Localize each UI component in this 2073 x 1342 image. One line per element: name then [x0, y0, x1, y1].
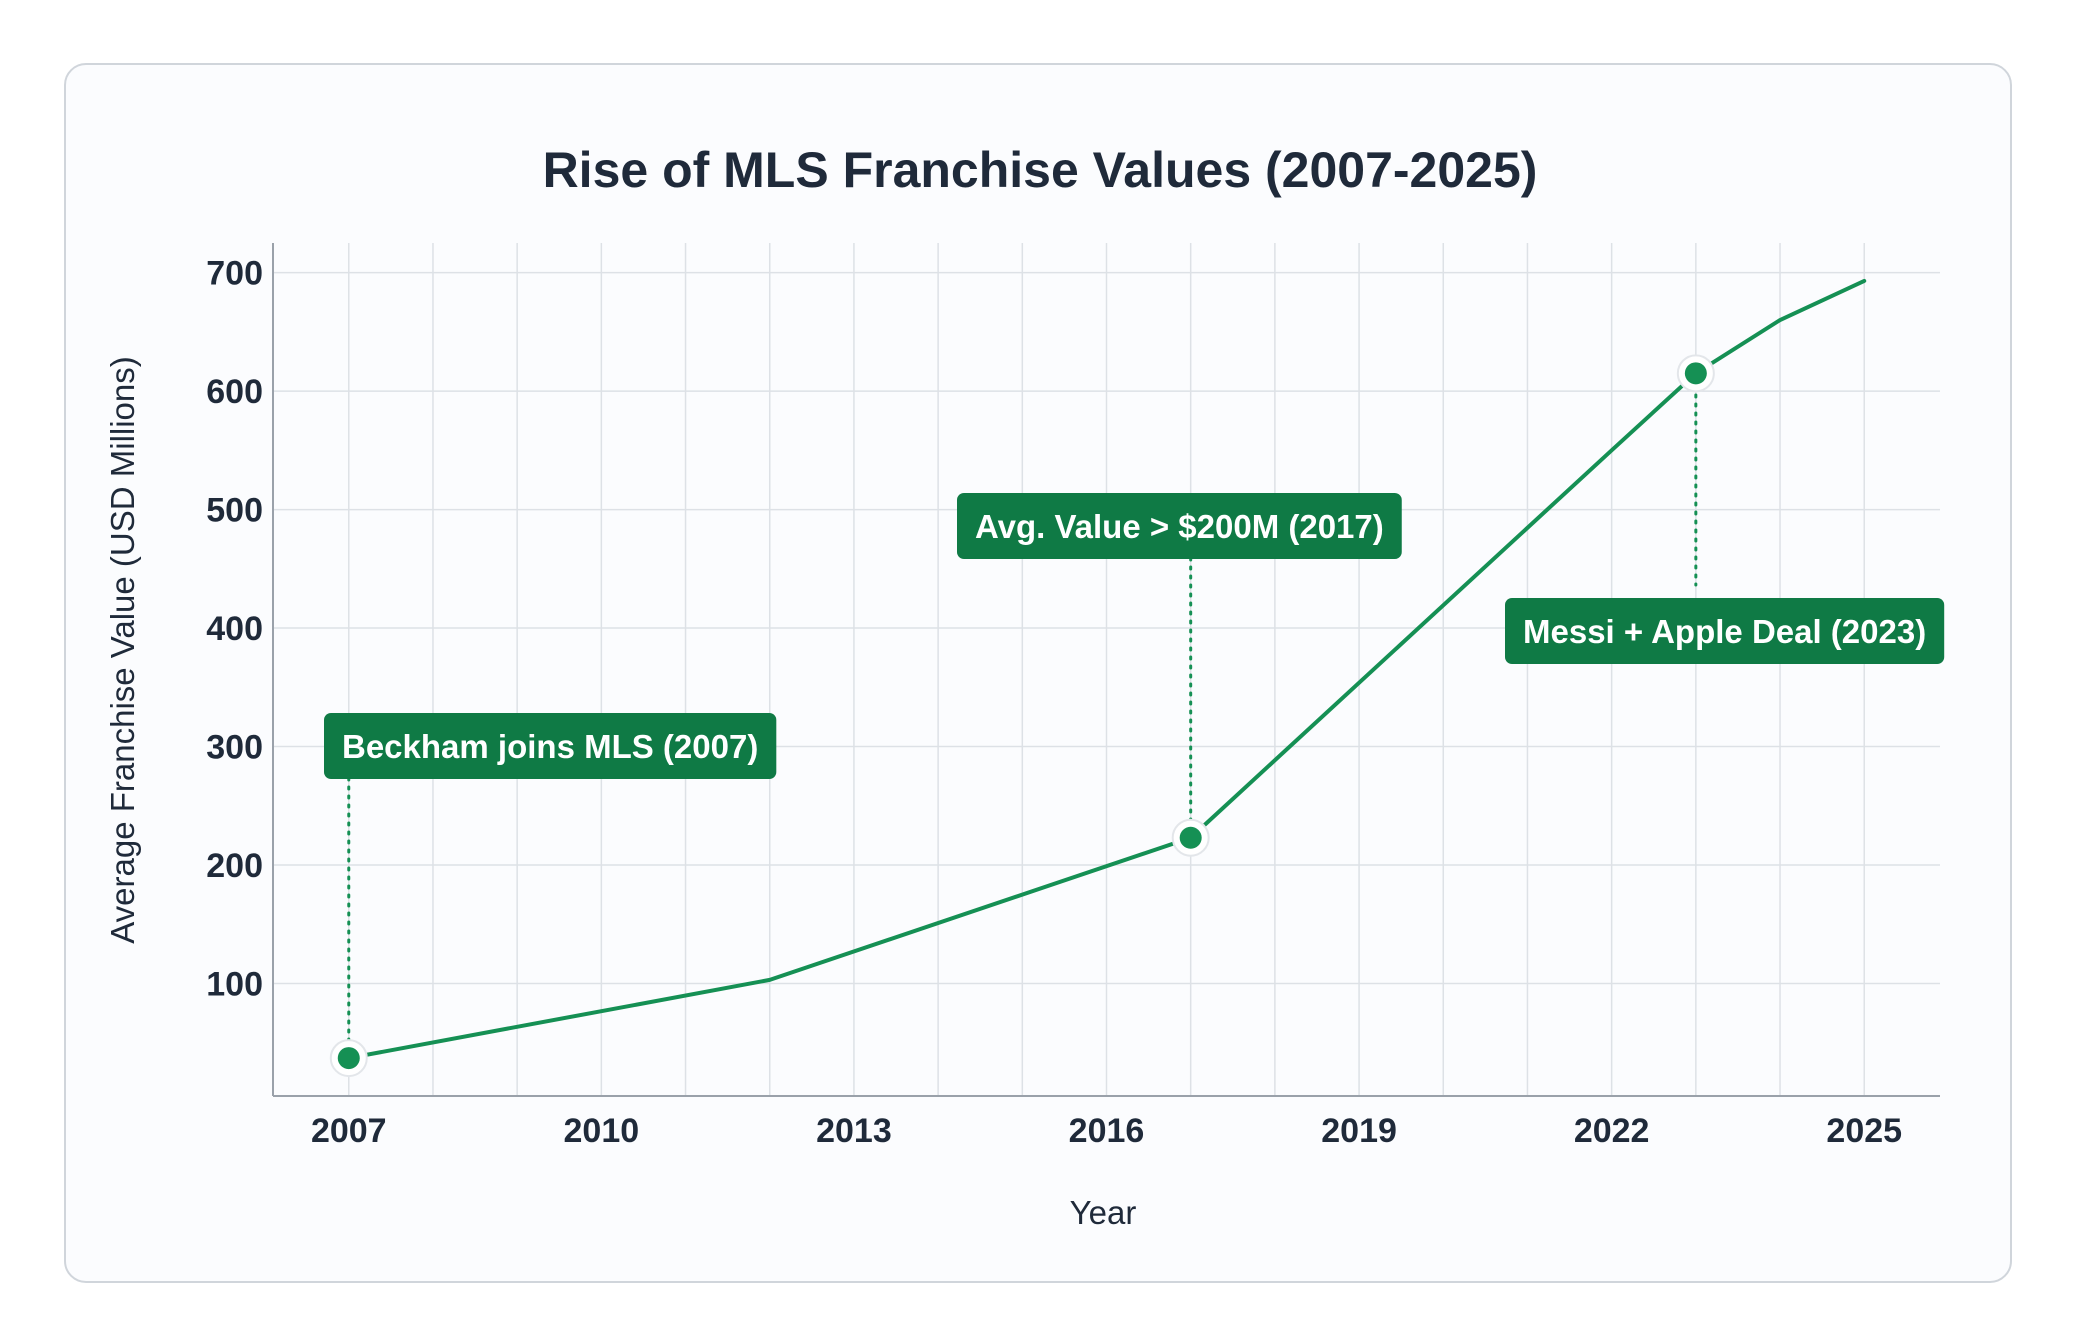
y-axis-label: Average Franchise Value (USD Millions): [104, 356, 141, 944]
annotations: Beckham joins MLS (2007) Avg. Value > $20…: [324, 354, 1945, 1078]
y-tick-label: 300: [206, 729, 263, 767]
y-tick-label: 100: [206, 965, 263, 1003]
x-tick-label: 2025: [1826, 1112, 1902, 1150]
axes: [272, 243, 1940, 1097]
chart-title: Rise of MLS Franchise Values (2007-2025): [543, 142, 1538, 198]
highlight-marker: [337, 1047, 360, 1070]
annotation-box: [1505, 598, 1945, 664]
series-line: [346, 278, 1867, 1061]
x-axis-label: Year: [1070, 1194, 1137, 1231]
x-tick-label: 2019: [1321, 1112, 1397, 1150]
x-tick-label: 2013: [816, 1112, 892, 1150]
x-tick-label: 2007: [311, 1112, 387, 1150]
y-tick-label: 700: [206, 255, 263, 293]
annotation-label: Messi + Apple Deal (2023): [1505, 598, 1945, 664]
annotation-box: [324, 713, 777, 779]
annotation-text: Avg. Value > $200M (2017): [975, 508, 1384, 545]
chart-card: [64, 63, 2012, 1283]
annotation-label: Beckham joins MLS (2007): [324, 713, 777, 779]
annotation-label: Avg. Value > $200M (2017): [957, 493, 1402, 559]
y-tick-label: 400: [206, 610, 263, 648]
annotation-text: Beckham joins MLS (2007): [342, 728, 758, 765]
annotation-text: Messi + Apple Deal (2023): [1523, 613, 1926, 650]
x-tick-label: 2010: [564, 1112, 640, 1150]
annotation-box: [957, 493, 1402, 559]
y-tick-label: 500: [206, 492, 263, 530]
x-tick-label: 2016: [1069, 1112, 1145, 1150]
series: [346, 278, 1867, 1061]
grid: [273, 243, 1940, 1096]
x-tick-label: 2022: [1574, 1112, 1650, 1150]
highlight-marker: [1684, 362, 1707, 385]
y-tick-label: 200: [206, 847, 263, 885]
y-tick-label: 600: [206, 373, 263, 411]
ticks: 100 200 300 400 500 600 700 2007 2010 2013 2016 201…: [206, 255, 1902, 1150]
highlight-marker: [1179, 826, 1202, 849]
